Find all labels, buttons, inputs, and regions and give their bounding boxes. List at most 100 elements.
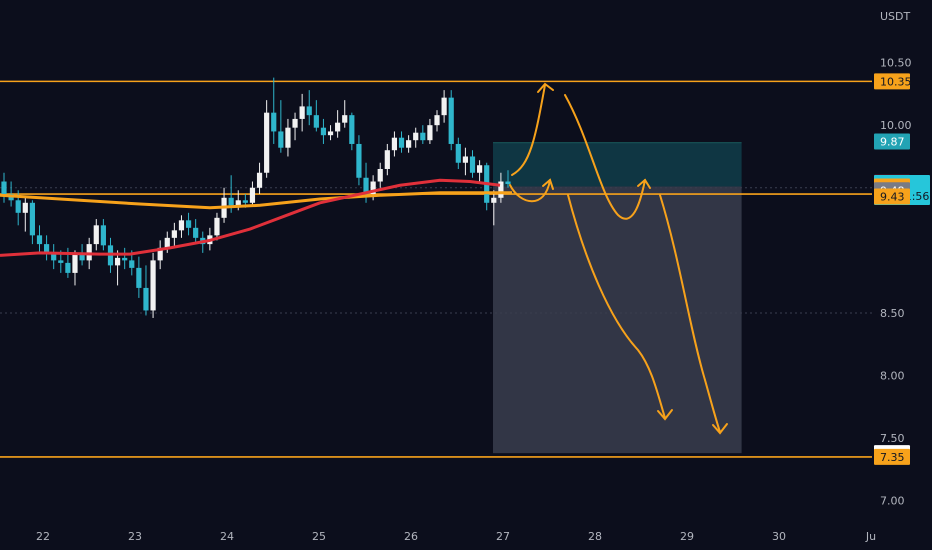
y-tick-label: 8.00 bbox=[880, 370, 905, 383]
y-tick-label: 10.50 bbox=[880, 57, 912, 70]
price-badge[interactable] bbox=[874, 448, 910, 465]
price-badge[interactable] bbox=[874, 133, 910, 150]
x-tick-label: 29 bbox=[680, 530, 694, 543]
candle-body[interactable] bbox=[469, 156, 476, 173]
candle-body[interactable] bbox=[157, 247, 163, 261]
candle-body[interactable] bbox=[36, 235, 43, 245]
drawn-arrow[interactable] bbox=[564, 94, 646, 220]
candle-body[interactable] bbox=[406, 140, 412, 148]
candle-body[interactable] bbox=[114, 257, 121, 266]
candle-body[interactable] bbox=[256, 172, 263, 188]
candle-body[interactable] bbox=[505, 181, 511, 185]
candle-body[interactable] bbox=[391, 137, 398, 151]
candle-body[interactable] bbox=[22, 202, 28, 213]
candle-body[interactable] bbox=[413, 132, 419, 141]
candle-body[interactable] bbox=[271, 112, 277, 132]
candle-body[interactable] bbox=[43, 244, 50, 253]
drawn-arrow[interactable] bbox=[659, 194, 721, 433]
candle-body[interactable] bbox=[235, 200, 241, 206]
candle-body[interactable] bbox=[299, 106, 305, 119]
candle-body[interactable] bbox=[51, 252, 57, 261]
price-badge-label: 9.87 bbox=[880, 135, 905, 148]
drawn-arrow[interactable] bbox=[567, 194, 666, 419]
candle-body[interactable] bbox=[448, 97, 454, 144]
candle-body[interactable] bbox=[342, 115, 348, 123]
candle-body[interactable] bbox=[164, 237, 170, 248]
candle-body[interactable] bbox=[278, 131, 284, 148]
candle-body[interactable] bbox=[313, 115, 319, 128]
candle-body[interactable] bbox=[370, 181, 376, 195]
candle-body[interactable] bbox=[214, 217, 220, 236]
candle-body[interactable] bbox=[427, 125, 433, 141]
candle-body[interactable] bbox=[178, 220, 185, 231]
candle-body[interactable] bbox=[185, 220, 192, 228]
candle-body[interactable] bbox=[420, 132, 426, 141]
arrow-head bbox=[637, 178, 651, 189]
profit-zone[interactable] bbox=[493, 142, 742, 187]
candle-body[interactable] bbox=[477, 165, 483, 173]
candle-body[interactable] bbox=[29, 202, 35, 236]
candle-body[interactable] bbox=[434, 115, 440, 126]
y-tick-label: 7.50 bbox=[880, 432, 905, 445]
candle-body[interactable] bbox=[335, 122, 341, 132]
y-tick-label: 8.50 bbox=[880, 307, 905, 320]
candle-body[interactable] bbox=[398, 137, 405, 148]
candle-body[interactable] bbox=[86, 244, 92, 261]
arrow-head bbox=[537, 82, 554, 93]
candle-body[interactable] bbox=[136, 267, 142, 288]
currency-label: USDT bbox=[880, 10, 911, 23]
x-tick-label: Ju bbox=[865, 530, 876, 543]
candle-body[interactable] bbox=[349, 115, 355, 144]
candle-body[interactable] bbox=[498, 181, 504, 198]
candle-body[interactable] bbox=[129, 260, 135, 268]
arrow-head bbox=[657, 409, 673, 421]
candle-body[interactable] bbox=[122, 257, 128, 261]
price-badge[interactable] bbox=[874, 188, 910, 205]
candle-body[interactable] bbox=[455, 143, 461, 163]
candle-body[interactable] bbox=[100, 225, 106, 246]
price-badge-label: 7.35 bbox=[880, 451, 905, 464]
y-tick-label: 7.00 bbox=[880, 495, 905, 508]
candle-body[interactable] bbox=[327, 131, 334, 136]
x-tick-label: 26 bbox=[404, 530, 418, 543]
candle-body[interactable] bbox=[384, 150, 390, 169]
candle-body[interactable] bbox=[292, 118, 298, 128]
candle-body[interactable] bbox=[320, 127, 327, 136]
time-axis bbox=[0, 522, 872, 550]
candle-body[interactable] bbox=[143, 287, 149, 311]
x-tick-label: 22 bbox=[36, 530, 50, 543]
candle-body[interactable] bbox=[72, 254, 78, 273]
price-badge[interactable] bbox=[874, 73, 910, 90]
drawn-arrow[interactable] bbox=[509, 179, 551, 203]
candle-body[interactable] bbox=[150, 260, 156, 311]
candle-body[interactable] bbox=[264, 112, 270, 173]
candle-body[interactable] bbox=[491, 197, 497, 203]
candle-body[interactable] bbox=[377, 168, 383, 182]
candle-body[interactable] bbox=[356, 143, 362, 178]
candle-body[interactable] bbox=[363, 177, 369, 195]
candle-body[interactable] bbox=[249, 187, 256, 203]
arrow-head bbox=[712, 423, 728, 435]
candle-body[interactable] bbox=[171, 230, 177, 238]
drawn-arrow[interactable] bbox=[511, 84, 546, 176]
candle-body[interactable] bbox=[93, 225, 99, 245]
candle-body[interactable] bbox=[441, 97, 447, 116]
candle-body[interactable] bbox=[462, 156, 469, 163]
orange-moving-average[interactable] bbox=[0, 191, 512, 210]
candle-body[interactable] bbox=[285, 127, 291, 148]
price-badge-label: 9.43 bbox=[880, 191, 905, 204]
x-tick-label: 24 bbox=[220, 530, 234, 543]
red-moving-average[interactable] bbox=[0, 178, 501, 257]
candle-body[interactable] bbox=[65, 262, 71, 273]
candle-body[interactable] bbox=[228, 197, 234, 206]
candle-body[interactable] bbox=[306, 106, 312, 116]
candle-body[interactable] bbox=[1, 181, 7, 195]
x-tick-label: 30 bbox=[772, 530, 786, 543]
candle-body[interactable] bbox=[58, 260, 64, 263]
x-tick-label: 28 bbox=[588, 530, 602, 543]
candle-body[interactable] bbox=[79, 254, 85, 261]
candle-body[interactable] bbox=[15, 200, 21, 213]
candle-body[interactable] bbox=[193, 227, 199, 238]
candle-body[interactable] bbox=[242, 200, 248, 203]
